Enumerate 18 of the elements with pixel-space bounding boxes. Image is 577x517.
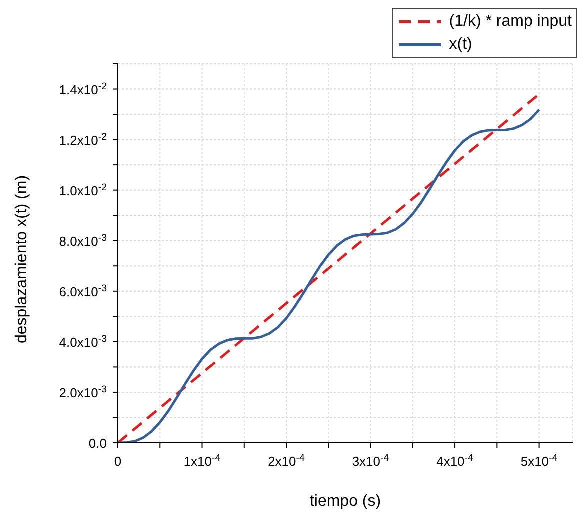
y-tick-label: 2.0x10$^{-3}$ <box>59 384 107 400</box>
x-tick-label: 2x10$^{-4}$ <box>268 452 306 469</box>
x-tick-label: 5x10$^{-4}$ <box>520 452 558 469</box>
x-tick-label: 0 <box>114 454 122 469</box>
legend-label: (1/k) * ramp input <box>449 12 572 30</box>
y-tick-label: 1.2x10$^{-2}$ <box>59 131 107 148</box>
x-tick-label: 4x10$^{-4}$ <box>436 452 474 469</box>
legend-label: x(t) <box>449 36 472 54</box>
y-tick-label: 6.0x10$^{-3}$ <box>59 282 107 300</box>
x-axis-title: tiempo (s) <box>310 493 382 510</box>
y-tick-label: 1.0x10$^{-2}$ <box>59 182 107 198</box>
y-tick-label: 0.0 <box>88 436 107 451</box>
y-tick-label: 1.4x10$^{-2}$ <box>59 80 107 98</box>
x-tick-label: 3x10$^{-4}$ <box>352 452 390 469</box>
y-tick-label: 4.0x10$^{-3}$ <box>59 333 107 350</box>
y-axis-title: desplazamiento x(t) (m) <box>14 175 31 344</box>
x-tick-label: 1x10$^{-4}$ <box>184 452 222 469</box>
y-tick-label: 8.0x10$^{-3}$ <box>59 232 107 249</box>
